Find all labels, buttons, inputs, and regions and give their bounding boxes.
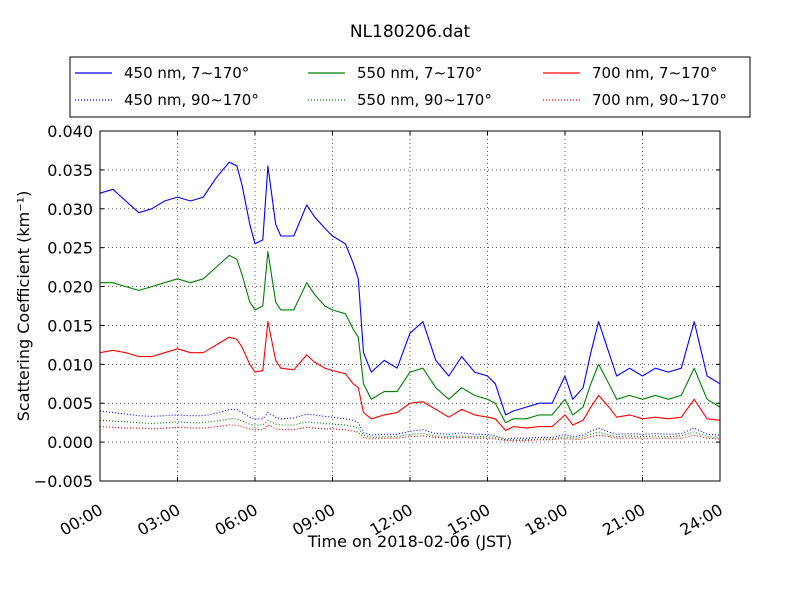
y-tick-label: 0.005 bbox=[47, 394, 93, 413]
chart-title: NL180206.dat bbox=[350, 22, 471, 42]
y-tick-label: 0.040 bbox=[47, 122, 93, 141]
y-tick-label: 0.030 bbox=[47, 200, 93, 219]
x-axis-label: Time on 2018-02-06 (JST) bbox=[307, 532, 512, 551]
legend-frame bbox=[69, 56, 751, 118]
legend-label: 550 nm, 7∼170° bbox=[357, 64, 482, 82]
series-line bbox=[100, 251, 721, 424]
series-line bbox=[99, 161, 721, 416]
y-tick-label: 0.010 bbox=[47, 355, 93, 374]
series-line bbox=[99, 408, 721, 440]
y-tick-label: −0.005 bbox=[34, 472, 93, 491]
y-tick-label: 0.025 bbox=[47, 239, 93, 258]
legend-label: 700 nm, 7∼170° bbox=[592, 64, 717, 82]
series-line bbox=[99, 321, 721, 431]
y-tick-label: 0.035 bbox=[47, 161, 93, 180]
legend-label: 550 nm, 90∼170° bbox=[357, 91, 492, 109]
y-tick-label: 0.015 bbox=[47, 316, 93, 335]
y-tick-label: 0.000 bbox=[47, 433, 93, 452]
y-axis-label: Scattering Coefficient (km⁻¹) bbox=[14, 191, 33, 422]
legend-label: 700 nm, 90∼170° bbox=[592, 91, 727, 109]
y-tick-label: 0.020 bbox=[47, 278, 93, 297]
legend: 450 nm, 7∼170° 550 nm, 7∼170° 700 nm, 7∼17… bbox=[69, 56, 751, 118]
series-line bbox=[99, 418, 721, 441]
legend-label: 450 nm, 7∼170° bbox=[124, 64, 249, 82]
legend-label: 450 nm, 90∼170° bbox=[124, 91, 259, 109]
series-line bbox=[99, 424, 721, 442]
